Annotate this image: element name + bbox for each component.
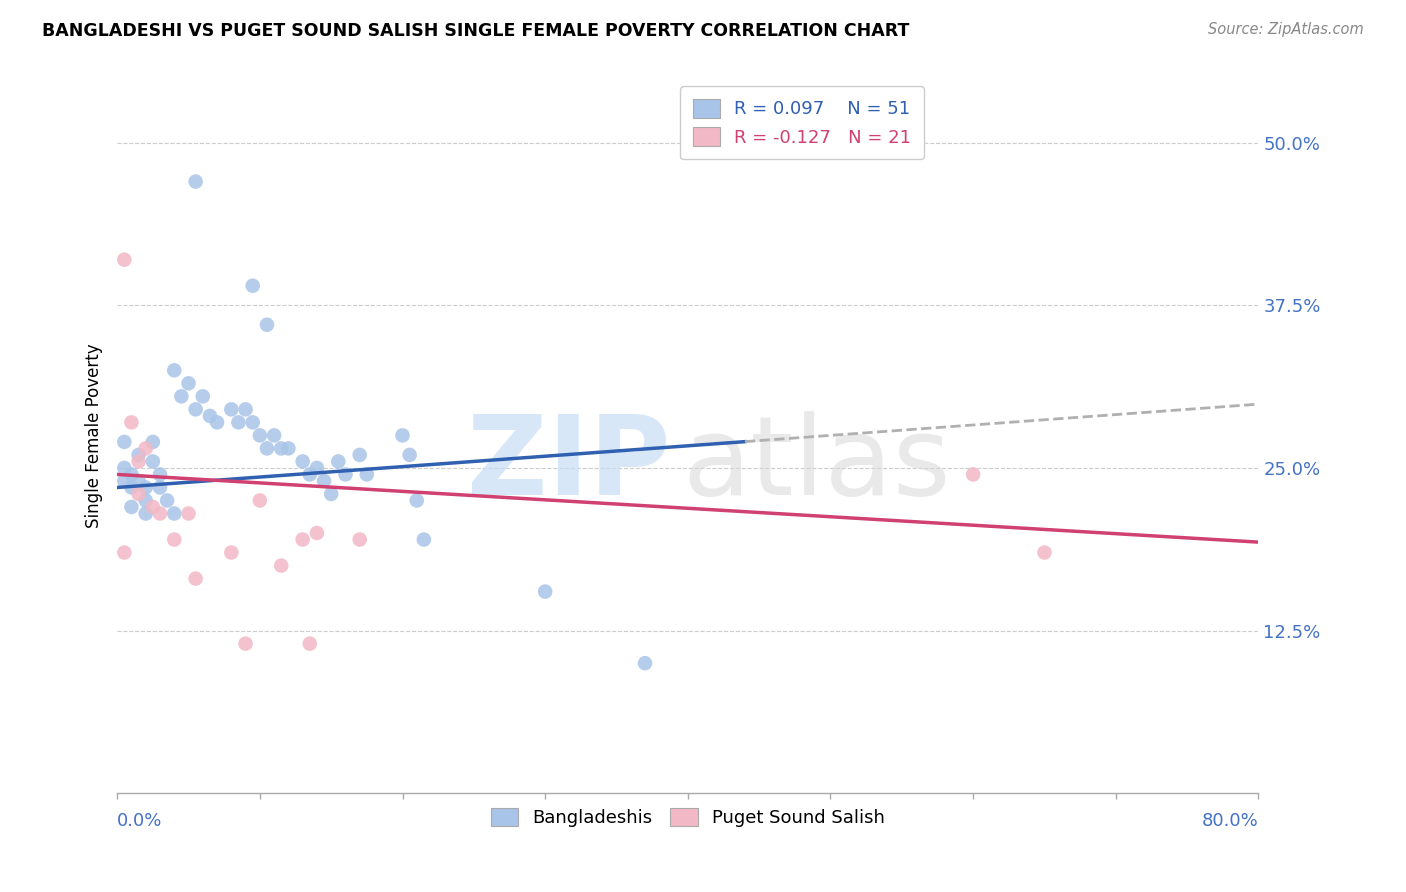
Point — [1033, 545, 1056, 559]
Point — [170, 389, 193, 403]
Point — [356, 467, 378, 482]
Point — [112, 461, 135, 475]
Text: 80.0%: 80.0% — [1202, 812, 1258, 830]
Point — [142, 434, 165, 449]
Point — [177, 507, 200, 521]
Point — [249, 493, 271, 508]
Point — [634, 656, 657, 670]
Point — [142, 454, 165, 468]
Point — [163, 507, 186, 521]
Point — [328, 454, 350, 468]
Point — [191, 389, 214, 403]
Point — [221, 545, 243, 559]
Point — [305, 526, 328, 541]
Point — [263, 428, 285, 442]
Point — [235, 637, 257, 651]
Point — [120, 500, 142, 514]
Point — [349, 448, 371, 462]
Point — [135, 442, 157, 456]
Point — [112, 434, 135, 449]
Point — [149, 507, 172, 521]
Point — [184, 572, 207, 586]
Point — [149, 467, 172, 482]
Point — [135, 507, 157, 521]
Point — [235, 402, 257, 417]
Point — [221, 402, 243, 417]
Point — [156, 493, 179, 508]
Point — [128, 487, 150, 501]
Text: 0.0%: 0.0% — [117, 812, 163, 830]
Point — [120, 416, 142, 430]
Point — [205, 416, 228, 430]
Point — [398, 448, 420, 462]
Point — [120, 467, 142, 482]
Text: ZIP: ZIP — [467, 410, 671, 517]
Point — [184, 402, 207, 417]
Point — [128, 454, 150, 468]
Point — [412, 533, 434, 547]
Point — [291, 533, 314, 547]
Point — [184, 175, 207, 189]
Point — [391, 428, 413, 442]
Point — [112, 545, 135, 559]
Point — [277, 442, 299, 456]
Point — [228, 416, 250, 430]
Legend: Bangladeshis, Puget Sound Salish: Bangladeshis, Puget Sound Salish — [484, 801, 891, 834]
Y-axis label: Single Female Poverty: Single Female Poverty — [86, 343, 103, 528]
Text: BANGLADESHI VS PUGET SOUND SALISH SINGLE FEMALE POVERTY CORRELATION CHART: BANGLADESHI VS PUGET SOUND SALISH SINGLE… — [42, 22, 910, 40]
Point — [128, 474, 150, 488]
Point — [256, 442, 278, 456]
Point — [405, 493, 427, 508]
Point — [291, 454, 314, 468]
Point — [335, 467, 357, 482]
Point — [177, 376, 200, 391]
Point — [142, 500, 165, 514]
Point — [112, 252, 135, 267]
Point — [128, 448, 150, 462]
Point — [163, 533, 186, 547]
Point — [305, 461, 328, 475]
Point — [135, 493, 157, 508]
Point — [112, 474, 135, 488]
Point — [135, 480, 157, 494]
Point — [149, 480, 172, 494]
Point — [962, 467, 984, 482]
Point — [349, 533, 371, 547]
Point — [163, 363, 186, 377]
Point — [534, 584, 557, 599]
Point — [270, 558, 292, 573]
Point — [298, 467, 321, 482]
Point — [312, 474, 335, 488]
Point — [242, 278, 264, 293]
Point — [198, 409, 221, 423]
Text: atlas: atlas — [682, 410, 950, 517]
Point — [242, 416, 264, 430]
Point — [321, 487, 343, 501]
Point — [298, 637, 321, 651]
Point — [256, 318, 278, 332]
Point — [270, 442, 292, 456]
Point — [249, 428, 271, 442]
Text: Source: ZipAtlas.com: Source: ZipAtlas.com — [1208, 22, 1364, 37]
Point — [120, 480, 142, 494]
